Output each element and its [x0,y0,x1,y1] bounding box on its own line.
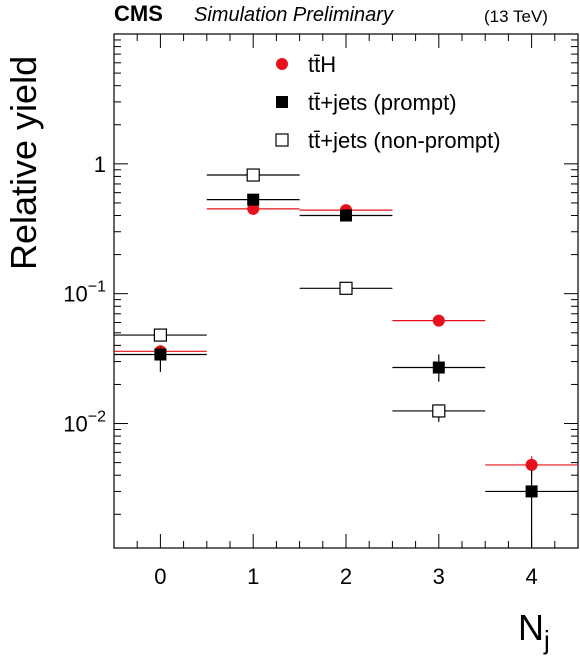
data-point [340,209,352,222]
simulation-preliminary-label: Simulation Preliminary [194,4,394,26]
data-point [525,458,538,471]
x-axis-title: Nj [518,607,550,655]
data-point [432,404,446,418]
y-axis-title: Relative yield [3,56,44,270]
x-tick-label: 1 [247,564,259,589]
x-tick-label: 0 [154,564,166,589]
data-point [339,281,353,295]
x-tick-labels: 0 1 2 3 4 [154,564,537,589]
y-tick-label: 1 [94,152,106,177]
y-tick-label: 10−2 [63,409,106,437]
data-series [114,168,578,548]
legend-label: tt̄+jets (prompt) [308,90,457,115]
data-point [432,314,445,327]
series-1 [114,193,578,548]
x-axis-title-main: N [518,607,544,648]
x-tick-label: 4 [525,564,537,589]
data-point [432,361,445,374]
y-tick-label: 10−1 [63,279,106,307]
series-2 [114,168,486,422]
energy-label: (13 TeV) [484,7,548,26]
y-tick-labels: 1 10−1 10−2 [63,152,106,437]
series-0 [114,202,578,474]
data-point [153,328,167,342]
data-point [246,168,260,182]
cms-label: CMS [114,1,163,26]
x-axis-title-subscript: j [543,625,550,655]
data-point [525,485,538,498]
legend-label: tt̄+jets (non-prompt) [308,128,501,153]
legend: tt̄H tt̄+jets (prompt) tt̄+jets (non-promp… [275,52,501,153]
x-tick-label: 3 [433,564,445,589]
legend-label: tt̄H [308,52,336,77]
x-tick-label: 2 [340,564,352,589]
legend-marker-nonprompt [275,133,289,147]
legend-marker-tth [276,58,288,70]
data-point [154,348,167,361]
legend-marker-prompt [276,96,288,108]
data-point [247,202,260,215]
data-point [247,193,260,206]
